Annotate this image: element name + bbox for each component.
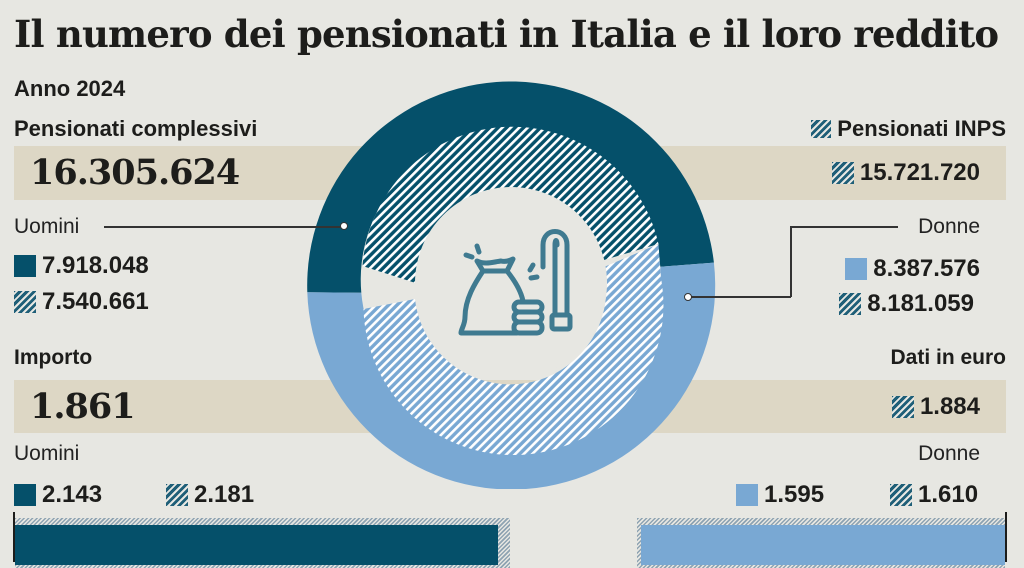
inner-ring-donne-inps xyxy=(363,244,664,456)
bar-axis-left xyxy=(13,512,15,562)
donne-leader-line-h1 xyxy=(790,226,898,228)
dati-in-euro-label: Dati in euro xyxy=(890,346,1006,369)
uomini-leader-dot xyxy=(340,222,348,230)
pensionati-complessivi-label: Pensionati complessivi xyxy=(14,116,258,141)
donne-swatch-icon xyxy=(736,484,758,506)
bar-donne-total xyxy=(641,525,1005,565)
donne-leader-dot xyxy=(684,293,692,301)
chart-title: Il numero dei pensionati in Italia e il … xyxy=(14,12,999,56)
donne-leader-line-h2 xyxy=(690,296,791,298)
center-disc xyxy=(415,187,607,379)
donne-inps-value: 8.181.059 xyxy=(839,290,974,318)
uomini-leader-line xyxy=(104,226,344,228)
importo-total-value: 1.861 xyxy=(30,386,136,427)
importo-uomini-total: 2.143 xyxy=(14,481,102,509)
inps-hatch-swatch-icon xyxy=(839,293,862,315)
importo-uomini-inps: 2.181 xyxy=(166,481,254,509)
uomini-label-bottom: Uomini xyxy=(14,442,80,465)
uomini-swatch-icon xyxy=(14,255,36,277)
donne-label-top: Donne xyxy=(918,215,980,238)
donut-chart xyxy=(307,81,716,489)
pensionati-inps-label: Pensionati INPS xyxy=(811,116,1006,142)
inps-hatch-swatch-icon xyxy=(14,291,36,313)
importo-donne-inps: 1.610 xyxy=(890,481,978,509)
inps-hatch-swatch-icon xyxy=(890,484,912,506)
uomini-inps-value: 7.540.661 xyxy=(14,288,149,316)
inps-hatch-swatch-icon xyxy=(166,484,188,506)
importo-inps-value: 1.884 xyxy=(891,393,980,421)
outer-ring-uomini xyxy=(307,81,714,293)
donne-label-bottom: Donne xyxy=(918,442,980,465)
importo-label: Importo xyxy=(14,346,93,369)
pensionati-inps-value: 15.721.720 xyxy=(831,159,980,187)
importo-donne-total: 1.595 xyxy=(736,481,824,509)
inps-hatch-swatch-icon xyxy=(811,120,832,138)
donne-swatch-icon xyxy=(845,258,868,280)
uomini-label-top: Uomini xyxy=(14,215,80,238)
outer-ring-donne xyxy=(307,262,716,489)
inps-hatch-swatch-icon xyxy=(891,396,914,418)
uomini-total-value: 7.918.048 xyxy=(14,252,149,280)
pensionati-complessivi-value: 16.305.624 xyxy=(30,152,240,193)
year-subtitle: Anno 2024 xyxy=(14,76,126,101)
inps-hatch-swatch-icon xyxy=(831,162,854,184)
inner-ring-uomini-inps xyxy=(362,126,659,283)
bar-uomini-total xyxy=(15,525,498,565)
donne-leader-line-v xyxy=(790,226,792,297)
pension-money-bag-cane-icon xyxy=(458,229,573,336)
uomini-swatch-icon xyxy=(14,484,36,506)
donne-total-value: 8.387.576 xyxy=(845,255,980,283)
bar-axis-right xyxy=(1005,512,1007,562)
